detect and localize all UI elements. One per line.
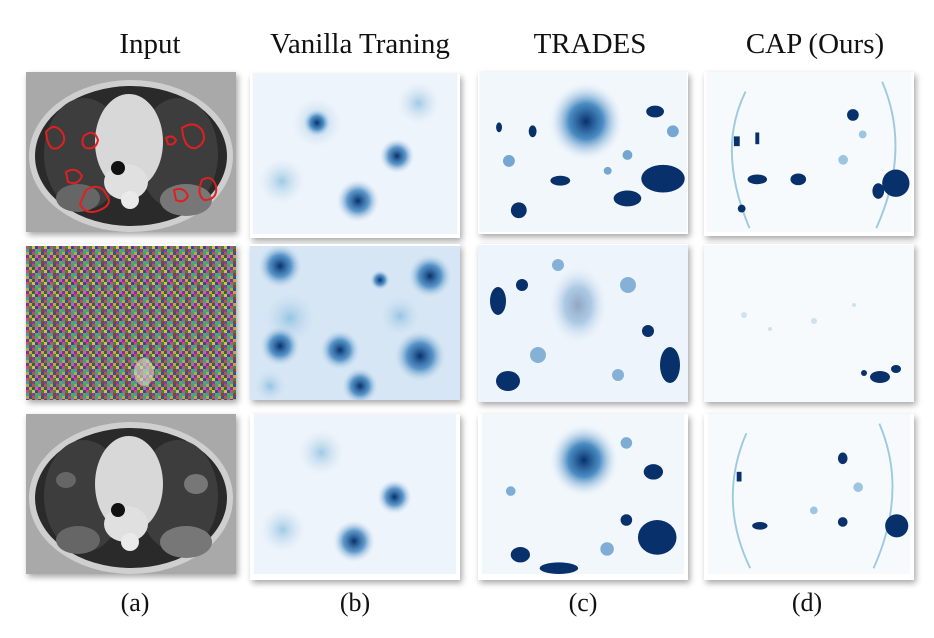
column-label-b: (b): [339, 588, 371, 617]
cap-adversarial-saliency-map: [704, 245, 914, 402]
column-title-trades: TRADES: [533, 28, 647, 60]
column-label-c: (c): [568, 588, 598, 617]
ct-scan-with-lesion-contours: [26, 72, 236, 232]
trades-saliency-map: [479, 72, 687, 232]
vanilla-heatmap-perturbed: [250, 414, 460, 580]
trades-heatmap-adversarial: [478, 244, 688, 402]
trades-adversarial-saliency-map: [478, 245, 688, 402]
column-title-vanilla-training: Vanilla Traning: [270, 28, 450, 60]
cap-perturbed-saliency-map: [707, 414, 911, 574]
column-label-d: (d): [791, 588, 823, 617]
cap-heatmap-clean: [704, 72, 914, 236]
vanilla-saliency-map: [252, 74, 458, 234]
trades-heatmap-clean: [478, 72, 688, 234]
trades-perturbed-saliency-map: [481, 414, 685, 574]
vanilla-heatmap-clean: [250, 74, 460, 238]
vanilla-heatmap-adversarial: [250, 244, 460, 400]
cap-heatmap-perturbed: [704, 414, 914, 580]
vanilla-adversarial-saliency-map: [250, 244, 460, 400]
input-ct-clean: [26, 72, 236, 232]
input-adversarial-noise: [26, 244, 236, 400]
cap-heatmap-adversarial: [704, 244, 914, 402]
trades-heatmap-perturbed: [478, 414, 688, 580]
column-label-a: (a): [120, 588, 150, 617]
cap-saliency-map: [706, 72, 912, 232]
input-ct-perturbed: [26, 414, 236, 574]
adversarial-noise-image: [26, 246, 236, 400]
column-title-input: Input: [119, 28, 181, 60]
ct-scan-perturbed: [26, 414, 236, 574]
vanilla-perturbed-saliency-map: [253, 414, 457, 574]
column-title-cap: CAP (Ours): [745, 28, 885, 60]
